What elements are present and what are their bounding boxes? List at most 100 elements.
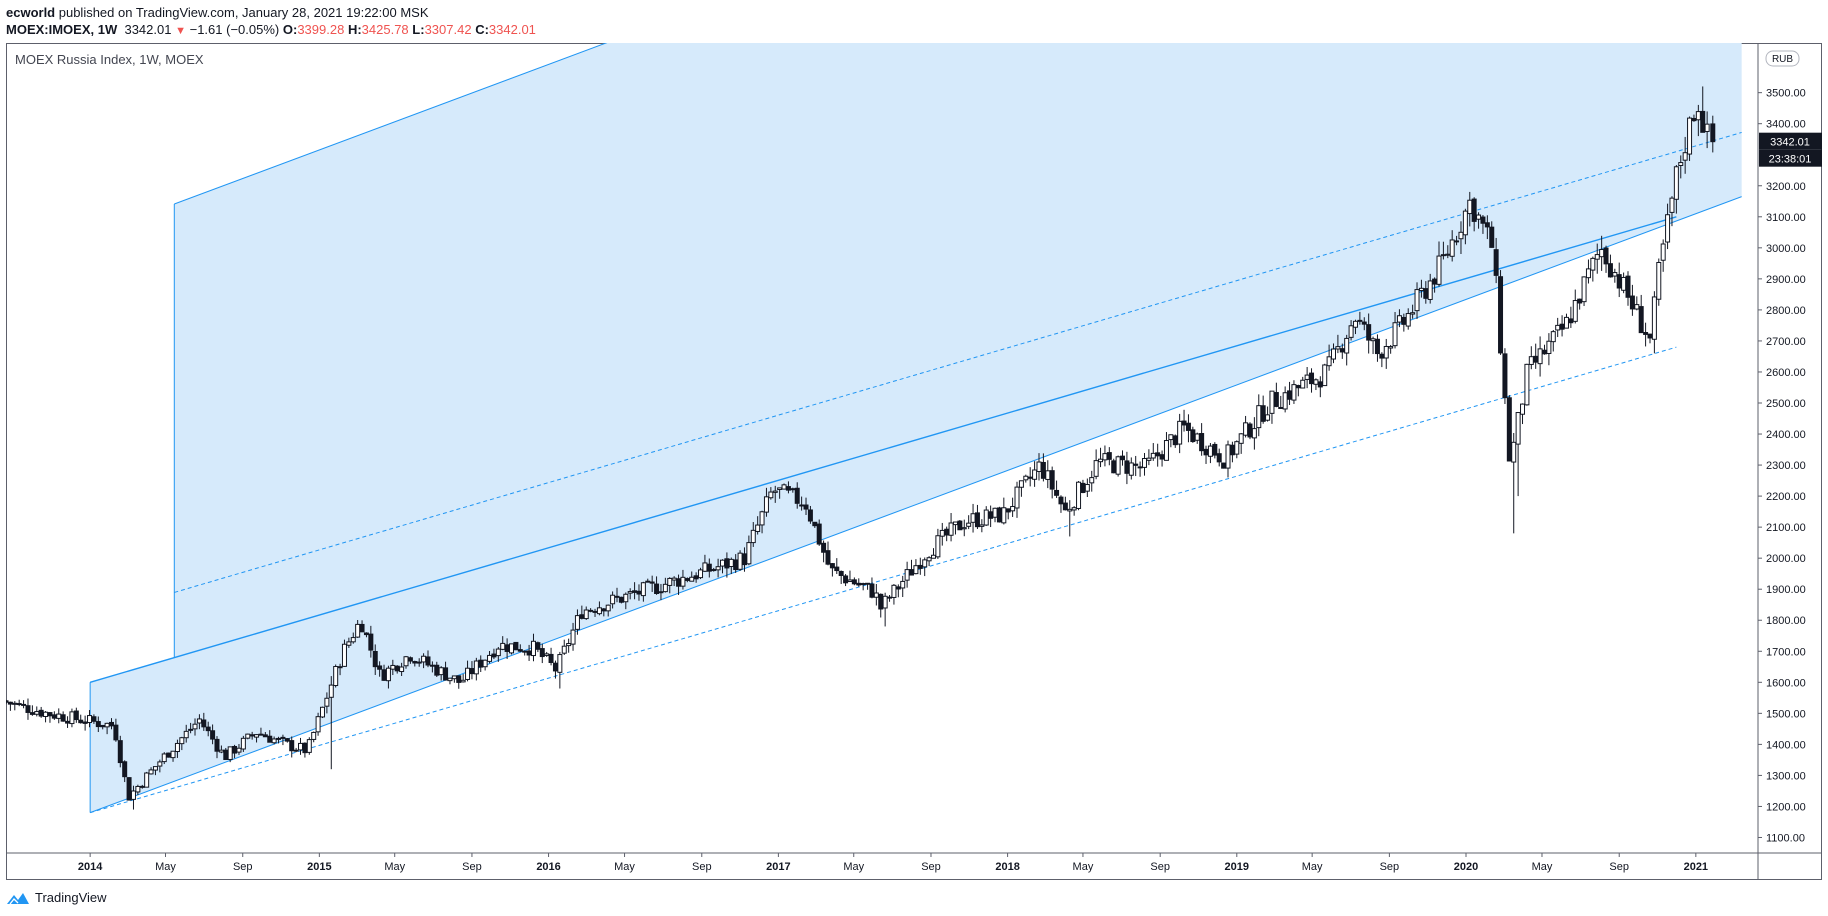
candle — [1225, 440, 1231, 478]
candle-body — [983, 509, 989, 526]
candle — [34, 706, 40, 717]
candle-body — [772, 490, 778, 493]
candle-body — [821, 542, 827, 553]
candle — [1181, 409, 1187, 432]
candle — [157, 759, 163, 773]
candle-body — [1181, 420, 1187, 426]
candle-body — [592, 610, 598, 613]
candle — [346, 637, 352, 648]
candle-body — [1137, 466, 1143, 469]
candle — [1528, 346, 1534, 370]
candle-body — [1027, 476, 1033, 479]
author-name[interactable]: ecworld — [6, 5, 56, 20]
chart-canvas[interactable]: 1100.00 1200.00 1300.00 1400.00 1500.00 1600.… — [6, 43, 1822, 880]
channel-upper-line — [174, 43, 608, 205]
candle — [447, 677, 453, 685]
candle — [610, 591, 616, 609]
candle — [750, 522, 756, 547]
candle-body — [557, 654, 563, 673]
candle-body — [421, 655, 427, 663]
candle — [1023, 474, 1029, 483]
candle — [535, 641, 541, 653]
candle-body — [1471, 198, 1477, 222]
candlestick-series[interactable] — [6, 86, 1716, 810]
candle-body — [1594, 254, 1600, 260]
candle-body — [1656, 261, 1662, 300]
candle-body — [649, 581, 655, 584]
footer-brand[interactable]: TradingView — [35, 890, 107, 905]
candle — [1704, 111, 1710, 149]
candle — [1190, 426, 1196, 443]
candle-body — [1225, 444, 1231, 469]
candle-body — [1141, 458, 1147, 468]
candle-body — [43, 711, 49, 718]
last-price-label: 3342.01 — [1770, 137, 1810, 149]
candle — [1383, 338, 1389, 369]
regression-channel[interactable] — [89, 43, 1742, 814]
candle-body — [1001, 507, 1007, 524]
candle-body — [108, 721, 114, 727]
candle-body — [865, 582, 871, 585]
candle-body — [1572, 300, 1578, 322]
candle — [1669, 196, 1675, 227]
currency-label: RUB — [1772, 54, 1793, 65]
candle — [451, 675, 457, 683]
candle — [1102, 445, 1108, 467]
price-axis[interactable]: 1100.00 1200.00 1300.00 1400.00 1500.00 1600.… — [1758, 88, 1806, 845]
candle-body — [6, 700, 9, 703]
candle-body — [544, 653, 550, 656]
candle — [640, 581, 646, 602]
candle — [838, 570, 844, 585]
candle — [166, 752, 172, 758]
candle-body — [1128, 462, 1134, 476]
candle — [108, 718, 114, 730]
candle-body — [1484, 222, 1490, 228]
candle-body — [491, 653, 497, 658]
candle — [1247, 422, 1253, 440]
candle-body — [636, 590, 642, 595]
candle-body — [1550, 331, 1556, 343]
price-tick-label: 2200.00 — [1766, 491, 1806, 503]
candle — [1185, 414, 1191, 443]
candle-body — [302, 742, 308, 754]
candle — [1098, 447, 1104, 468]
candle — [130, 785, 136, 810]
price-tick-label: 1300.00 — [1766, 770, 1806, 782]
candle — [1027, 467, 1033, 487]
candle — [1621, 272, 1627, 294]
candle — [43, 711, 49, 723]
low-value: 3307.42 — [424, 22, 472, 37]
time-tick-label: 2017 — [766, 861, 790, 873]
footer[interactable]: TradingView — [6, 890, 107, 905]
price-tick-label: 2300.00 — [1766, 460, 1806, 472]
candle — [887, 595, 893, 602]
candle-body — [500, 642, 506, 650]
candle — [495, 646, 501, 662]
candle — [183, 724, 189, 743]
candle — [574, 609, 580, 635]
time-axis[interactable]: 2014 May Sep 2015 May Sep 2016 May Sep 2017 May Sep… — [78, 853, 1708, 873]
candle-body — [539, 648, 545, 658]
candle-body — [324, 697, 330, 707]
candle-body — [104, 722, 110, 728]
candle — [1515, 412, 1521, 497]
candle — [794, 482, 800, 509]
candle-body — [961, 527, 967, 530]
candle — [51, 711, 57, 720]
candle-body — [904, 569, 910, 581]
down-arrow-icon: ▼ — [175, 25, 186, 37]
currency-badge[interactable]: RUB — [1765, 50, 1800, 67]
candle-body — [1590, 257, 1596, 271]
candle — [240, 735, 246, 752]
candle-body — [1032, 469, 1038, 480]
candle-body — [1440, 254, 1446, 257]
candle — [95, 716, 101, 733]
candle — [65, 716, 71, 728]
candle — [311, 731, 317, 743]
candle-body — [271, 738, 277, 744]
candle — [1115, 455, 1121, 477]
candle-body — [979, 524, 985, 527]
candle-body — [1203, 448, 1209, 456]
candle-body — [1603, 247, 1609, 265]
candle — [1010, 497, 1016, 517]
